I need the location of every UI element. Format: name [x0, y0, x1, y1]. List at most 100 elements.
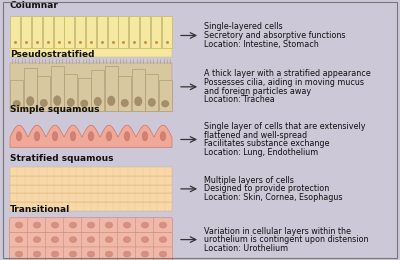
Text: flattened and well-spread: flattened and well-spread — [204, 131, 307, 140]
FancyBboxPatch shape — [100, 247, 118, 260]
FancyBboxPatch shape — [154, 247, 172, 260]
Ellipse shape — [123, 237, 131, 243]
Text: Designed to provide protection: Designed to provide protection — [204, 184, 329, 193]
FancyBboxPatch shape — [64, 247, 82, 260]
FancyBboxPatch shape — [100, 218, 118, 232]
FancyBboxPatch shape — [82, 232, 100, 247]
FancyBboxPatch shape — [28, 247, 46, 260]
Bar — [54, 16, 64, 48]
Bar — [64, 16, 74, 48]
Bar — [51, 66, 64, 110]
Ellipse shape — [159, 237, 167, 243]
Bar — [132, 69, 145, 110]
Text: Facilitates substance exchange: Facilitates substance exchange — [204, 139, 330, 148]
Ellipse shape — [15, 251, 23, 257]
Bar — [151, 16, 161, 48]
FancyBboxPatch shape — [28, 232, 46, 247]
Ellipse shape — [67, 98, 74, 106]
Text: and foreign particles away: and foreign particles away — [204, 87, 311, 96]
Ellipse shape — [105, 222, 113, 228]
FancyBboxPatch shape — [136, 232, 154, 247]
Bar — [162, 16, 172, 48]
Bar — [10, 63, 172, 110]
Bar — [146, 74, 158, 110]
Ellipse shape — [87, 237, 95, 243]
Bar — [118, 76, 131, 110]
FancyBboxPatch shape — [10, 247, 28, 260]
Ellipse shape — [16, 132, 22, 141]
Text: Location: Urothelium: Location: Urothelium — [204, 244, 288, 253]
Ellipse shape — [141, 222, 149, 228]
Bar — [32, 16, 42, 48]
Bar — [118, 16, 128, 48]
Bar — [140, 16, 150, 48]
Bar — [10, 185, 172, 193]
Ellipse shape — [94, 97, 102, 106]
Ellipse shape — [40, 99, 48, 107]
Ellipse shape — [15, 237, 23, 243]
Text: Multiple layers of cells: Multiple layers of cells — [204, 176, 294, 185]
Bar — [10, 193, 172, 202]
Ellipse shape — [108, 96, 115, 106]
FancyBboxPatch shape — [136, 247, 154, 260]
Bar — [91, 70, 104, 110]
FancyBboxPatch shape — [154, 218, 172, 232]
Ellipse shape — [33, 222, 41, 228]
Ellipse shape — [54, 96, 61, 106]
FancyBboxPatch shape — [46, 232, 64, 247]
FancyBboxPatch shape — [154, 232, 172, 247]
Ellipse shape — [123, 222, 131, 228]
Ellipse shape — [88, 132, 94, 141]
Ellipse shape — [52, 132, 58, 141]
Ellipse shape — [162, 100, 169, 107]
Ellipse shape — [70, 132, 76, 141]
Ellipse shape — [159, 222, 167, 228]
Ellipse shape — [51, 222, 59, 228]
Text: Secretory and absorptive functions: Secretory and absorptive functions — [204, 31, 346, 40]
Text: Variation in cellular layers within the: Variation in cellular layers within the — [204, 226, 351, 236]
Ellipse shape — [134, 97, 142, 106]
Ellipse shape — [142, 132, 148, 141]
Bar — [10, 218, 172, 260]
Text: Single layer of cells that are extensively: Single layer of cells that are extensive… — [204, 122, 366, 131]
Text: Transitional: Transitional — [10, 205, 70, 214]
Ellipse shape — [148, 98, 156, 106]
Ellipse shape — [123, 251, 131, 257]
FancyBboxPatch shape — [46, 218, 64, 232]
Text: Location: Lung, Endothelium: Location: Lung, Endothelium — [204, 148, 318, 157]
Text: Simple squamous: Simple squamous — [10, 105, 100, 114]
Bar — [38, 76, 50, 110]
Bar — [10, 48, 172, 57]
Bar — [108, 16, 118, 48]
FancyBboxPatch shape — [64, 218, 82, 232]
Text: Single-layered cells: Single-layered cells — [204, 22, 283, 31]
Text: Possesses cilia, aiding in moving mucus: Possesses cilia, aiding in moving mucus — [204, 78, 364, 87]
Ellipse shape — [33, 237, 41, 243]
Text: Location: Skin, Cornea, Esophagus: Location: Skin, Cornea, Esophagus — [204, 193, 342, 202]
Bar — [105, 67, 118, 110]
FancyBboxPatch shape — [82, 247, 100, 260]
FancyBboxPatch shape — [118, 218, 136, 232]
Ellipse shape — [33, 251, 41, 257]
FancyBboxPatch shape — [100, 232, 118, 247]
Ellipse shape — [26, 96, 34, 106]
Polygon shape — [10, 125, 172, 147]
FancyBboxPatch shape — [10, 218, 28, 232]
FancyBboxPatch shape — [64, 232, 82, 247]
Ellipse shape — [15, 222, 23, 228]
Bar — [21, 16, 31, 48]
Ellipse shape — [34, 132, 40, 141]
Bar — [64, 74, 77, 110]
Ellipse shape — [69, 251, 77, 257]
Ellipse shape — [51, 237, 59, 243]
FancyBboxPatch shape — [46, 247, 64, 260]
Ellipse shape — [51, 251, 59, 257]
Ellipse shape — [105, 237, 113, 243]
Bar — [159, 80, 172, 110]
Text: A thick layer with a stratified appearance: A thick layer with a stratified appearan… — [204, 69, 371, 79]
Bar — [78, 78, 91, 110]
Ellipse shape — [159, 251, 167, 257]
Ellipse shape — [80, 100, 88, 107]
Ellipse shape — [141, 237, 149, 243]
Ellipse shape — [87, 251, 95, 257]
